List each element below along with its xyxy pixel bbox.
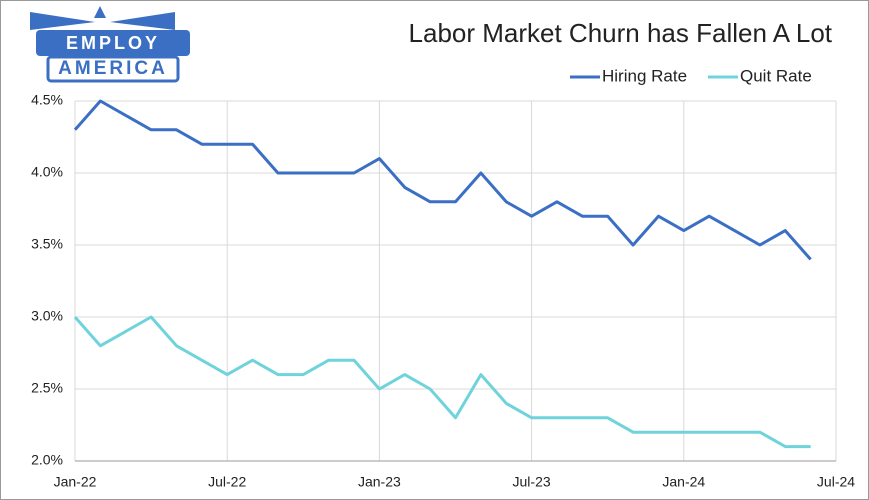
x-tick-label: Jan-23 <box>358 474 401 490</box>
logo-eagle <box>94 6 106 18</box>
legend-label: Quit Rate <box>740 66 812 85</box>
y-tick-label: 2.0% <box>31 452 63 468</box>
logo-text: EMPLOY <box>66 33 160 53</box>
logo: EMPLOY AMERICA <box>30 6 190 83</box>
y-tick-label: 2.5% <box>31 380 63 396</box>
x-tick-label: Jan-24 <box>662 474 705 490</box>
series-line <box>73 99 812 261</box>
logo-top-band <box>36 30 190 56</box>
x-tick-label: Jan-22 <box>54 474 97 490</box>
x-tick-label: Jul-24 <box>817 474 855 490</box>
y-tick-label: 4.5% <box>31 92 63 108</box>
x-tick-label: Jul-22 <box>208 474 246 490</box>
y-tick-label: 4.0% <box>31 164 63 180</box>
y-tick-label: 3.5% <box>31 236 63 252</box>
logo-text: AMERICA <box>58 58 168 79</box>
logo-bottom-band <box>46 55 180 83</box>
series-line <box>73 315 811 449</box>
y-tick-label: 3.0% <box>31 308 63 324</box>
chart-title: Labor Market Churn has Fallen A Lot <box>409 18 833 48</box>
legend-label: Hiring Rate <box>602 66 687 85</box>
x-tick-label: Jul-23 <box>513 474 551 490</box>
logo-wings <box>30 12 175 30</box>
